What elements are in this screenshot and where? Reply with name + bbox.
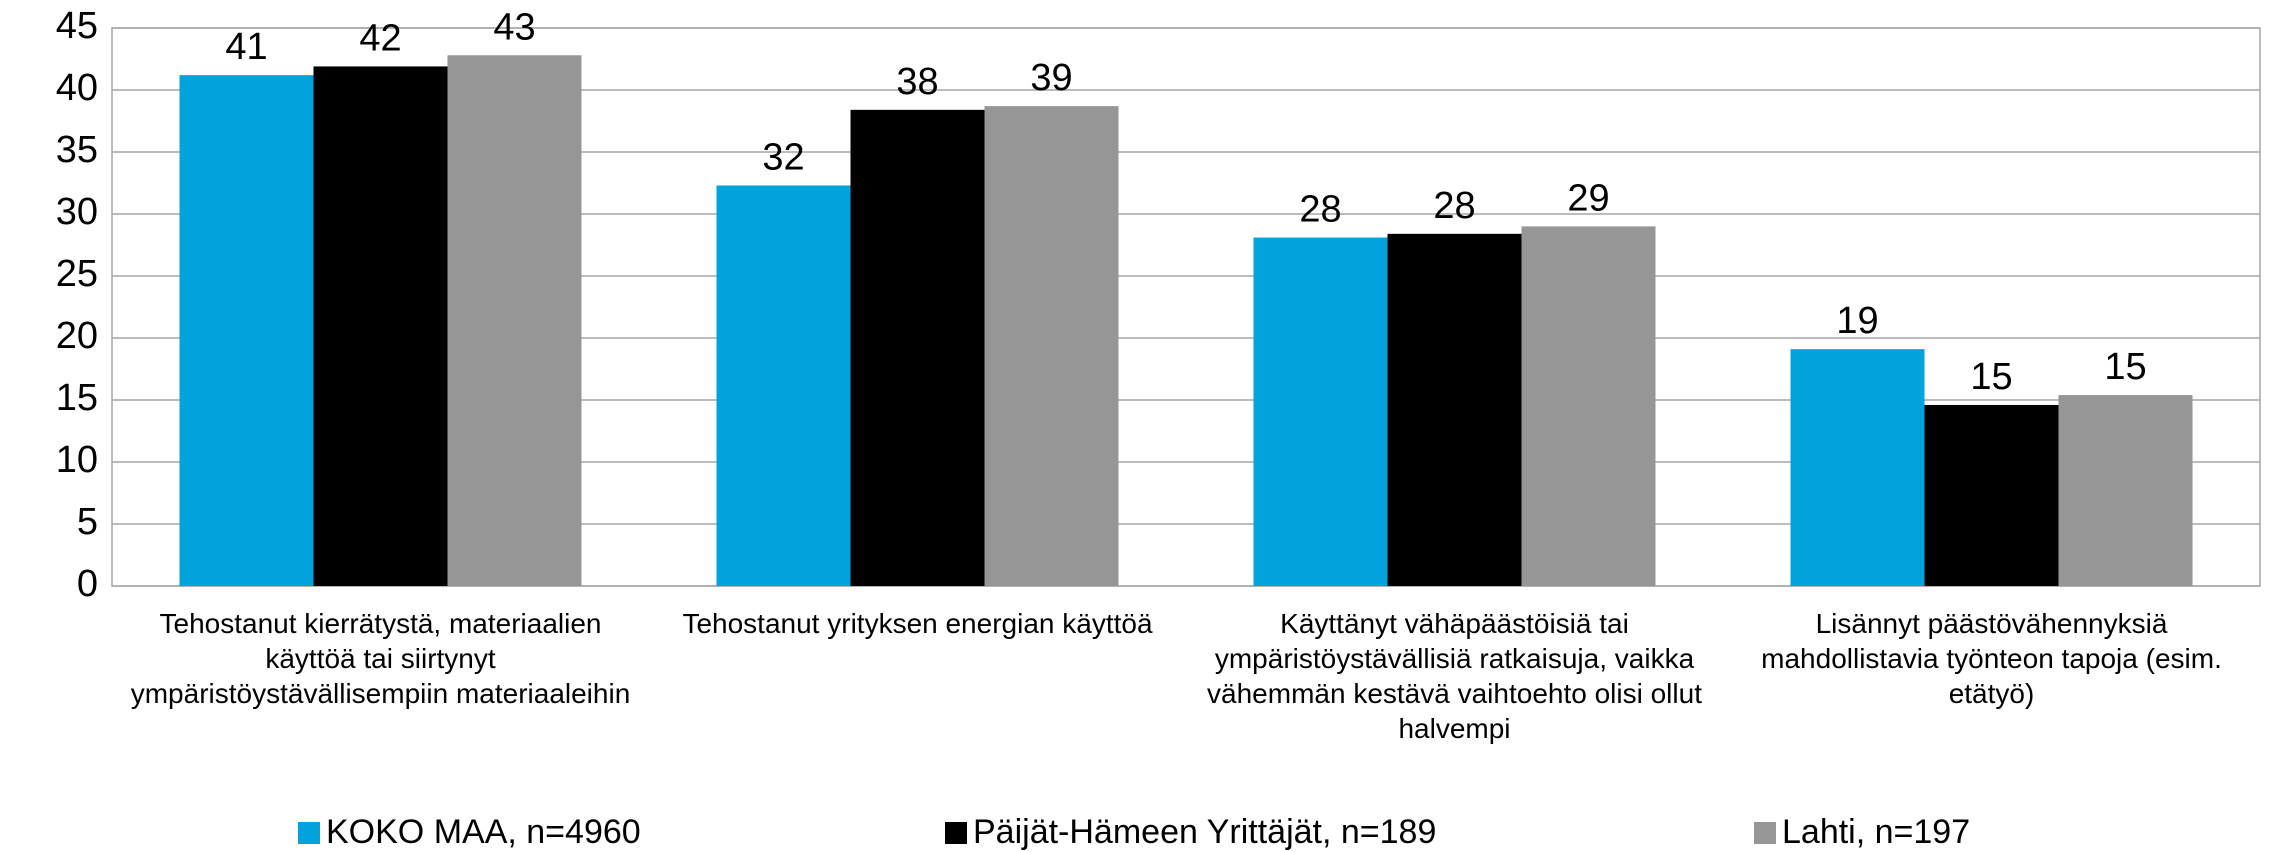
y-tick-label: 35 (56, 129, 98, 171)
bar (447, 55, 582, 586)
x-tick-label: Lisännyt päästövähennyksiä mahdollistavi… (1761, 608, 2222, 709)
legend-label: Päijät-Hämeen Yrittäjät, n=189 (973, 813, 1436, 851)
y-tick-label: 10 (56, 439, 98, 481)
data-label: 28 (1299, 189, 1341, 231)
data-label: 39 (1030, 57, 1072, 99)
y-tick-label: 20 (56, 315, 98, 357)
data-label: 15 (1970, 356, 2012, 398)
data-label: 19 (1836, 300, 1878, 342)
x-tick-label: Tehostanut yrityksen energian käyttöä (682, 608, 1153, 639)
legend-swatch (1754, 822, 1776, 844)
bar (2058, 395, 2193, 586)
bar (1253, 237, 1388, 586)
bar (1521, 226, 1656, 586)
x-tick-label: Käyttänyt vähäpäästöisiä tai ympäristöys… (1207, 608, 1702, 744)
legend-swatch (945, 822, 967, 844)
y-tick-label: 45 (56, 5, 98, 47)
bar (1387, 233, 1522, 586)
legend-label: KOKO MAA, n=4960 (326, 813, 641, 851)
data-label: 32 (762, 137, 804, 179)
data-label: 41 (225, 26, 267, 68)
bar (179, 75, 314, 587)
data-label: 42 (359, 17, 401, 59)
bar (716, 185, 851, 587)
bar (984, 106, 1119, 587)
y-tick-label: 40 (56, 67, 98, 109)
legend-label: Lahti, n=197 (1782, 813, 1970, 851)
plot-border (111, 27, 2261, 587)
y-tick-label: 15 (56, 377, 98, 419)
legend-swatch (298, 822, 320, 844)
bar (313, 66, 448, 586)
bar (1790, 349, 1925, 586)
data-label: 15 (2104, 346, 2146, 388)
x-tick-label: Tehostanut kierrätystä, materiaalien käy… (130, 608, 631, 709)
y-tick-label: 0 (77, 563, 98, 605)
data-label: 38 (896, 61, 938, 103)
data-label: 28 (1433, 185, 1475, 227)
bar (850, 109, 985, 586)
y-tick-label: 30 (56, 191, 98, 233)
y-tick-label: 25 (56, 253, 98, 295)
y-tick-label: 5 (77, 501, 98, 543)
bar (1924, 404, 2059, 586)
data-label: 29 (1567, 177, 1609, 219)
data-label: 43 (493, 6, 535, 48)
